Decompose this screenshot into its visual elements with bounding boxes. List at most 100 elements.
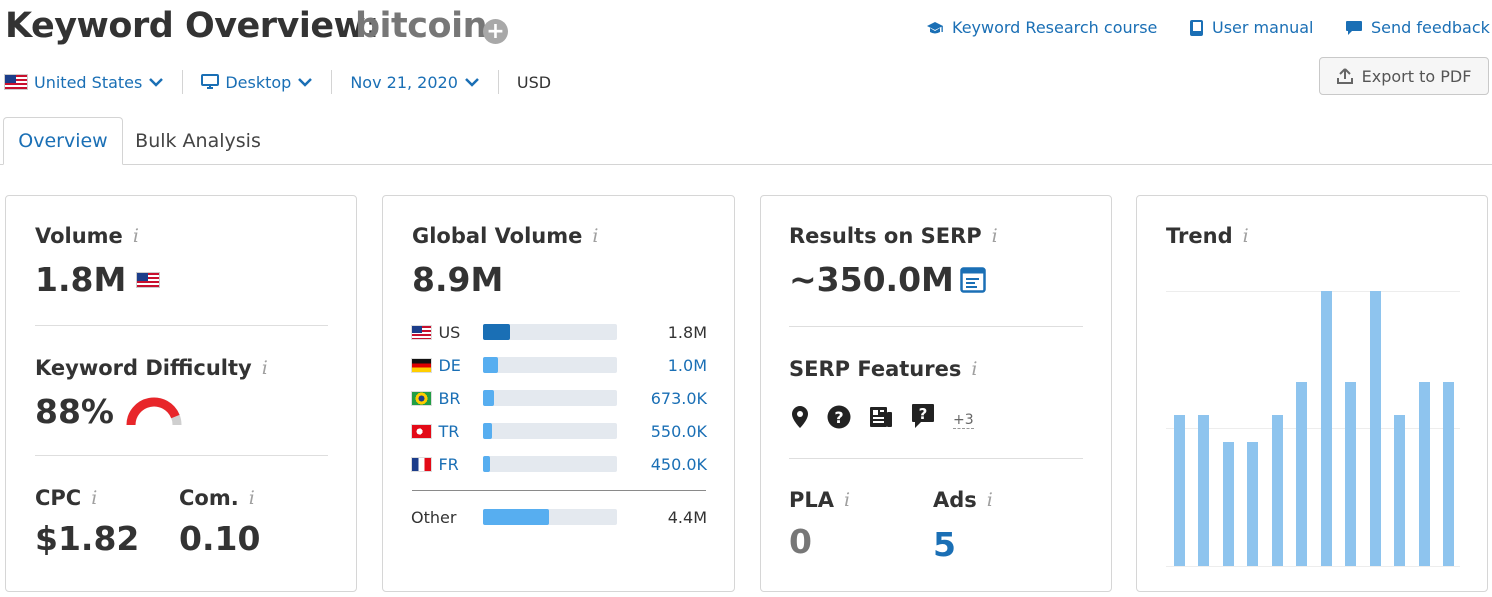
trend-bar[interactable] (1369, 291, 1381, 566)
global-title-row: Global Volume i (412, 224, 598, 248)
svg-text:?: ? (919, 405, 928, 423)
chevron-down-icon (465, 78, 479, 87)
send-feedback-link[interactable]: Send feedback (1345, 18, 1490, 37)
info-icon[interactable]: i (1242, 225, 1249, 247)
country-row[interactable]: TR 550.0K (411, 420, 707, 442)
volume-bar-fill (483, 324, 510, 340)
trend-bar[interactable] (1443, 381, 1455, 566)
us-flag-icon (411, 324, 433, 340)
other-volume: 4.4M (667, 507, 707, 527)
country-selector[interactable]: United States (4, 73, 164, 92)
serp-results-value: ~350.0M (789, 260, 954, 299)
filter-separator (331, 70, 333, 94)
trend-bar[interactable] (1296, 381, 1308, 566)
volume-value-row: 1.8M (35, 260, 161, 299)
info-icon[interactable]: i (986, 489, 993, 511)
country-code: US (438, 322, 461, 342)
svg-text:?: ? (834, 408, 843, 427)
plus-circle-icon[interactable]: + (483, 19, 508, 44)
info-icon[interactable]: i (592, 225, 599, 247)
volume-card: Volume i 1.8M Keyword Difficulty i 88% CPC… (5, 195, 357, 592)
trend-bar[interactable] (1320, 291, 1332, 566)
tab-bulk-analysis[interactable]: Bulk Analysis (135, 129, 261, 152)
chevron-down-icon (149, 78, 164, 87)
question-circle-icon[interactable]: ? (827, 405, 851, 429)
divider (412, 490, 706, 491)
book-icon (1190, 19, 1203, 36)
map-pin-icon[interactable] (791, 405, 809, 429)
country-row[interactable]: DE 1.0M (411, 354, 707, 376)
ads-title-row: Ads i (933, 488, 993, 512)
trend-bar[interactable] (1198, 414, 1210, 566)
ads-value[interactable]: 5 (933, 525, 956, 564)
keyword-research-course-link[interactable]: Keyword Research course (926, 18, 1157, 37)
volume-bar-fill (482, 509, 549, 525)
course-link-label: Keyword Research course (952, 18, 1158, 37)
info-icon[interactable]: i (971, 358, 978, 380)
news-icon[interactable] (869, 405, 893, 429)
country-label: United States (34, 72, 143, 92)
trend-title: Trend (1166, 224, 1233, 248)
country-code: FR (438, 454, 459, 474)
trend-gridline (1166, 291, 1460, 292)
trend-gridline (1166, 566, 1460, 567)
country-row[interactable]: BR 673.0K (411, 387, 707, 409)
trend-bar[interactable] (1271, 414, 1283, 566)
trend-bar[interactable] (1345, 381, 1357, 566)
trend-bar[interactable] (1247, 442, 1259, 566)
pla-title-row: PLA i (789, 488, 850, 512)
date-label: Nov 21, 2020 (350, 72, 458, 92)
volume-bar-fill (483, 423, 492, 439)
pla-value: 0 (789, 522, 812, 561)
info-icon[interactable]: i (991, 225, 998, 247)
currency-label: USD (516, 72, 552, 92)
volume-bar-fill (483, 456, 490, 472)
volume-bar-fill (483, 390, 494, 406)
trend-bar[interactable] (1394, 414, 1406, 566)
question-bubble-icon[interactable]: ? (911, 403, 935, 429)
trend-bar[interactable] (1418, 381, 1430, 566)
date-selector[interactable]: Nov 21, 2020 (350, 73, 480, 92)
trend-card: Trend i (1136, 195, 1488, 592)
user-manual-link[interactable]: User manual (1189, 18, 1313, 37)
serp-results-row: ~350.0M (789, 260, 986, 299)
trend-chart[interactable] (1166, 291, 1460, 566)
tab-overview[interactable]: Overview (3, 117, 123, 165)
info-icon[interactable]: i (132, 225, 139, 247)
com-title: Com. (179, 486, 239, 510)
volume-bar (483, 357, 618, 373)
trend-bar[interactable] (1222, 442, 1234, 566)
fr-flag-icon (411, 456, 433, 472)
cpc-value: $1.82 (35, 519, 140, 558)
export-pdf-button[interactable]: Export to PDF (1319, 57, 1489, 95)
cpc-title: CPC (35, 486, 82, 510)
more-features-link[interactable]: +3 (953, 412, 974, 429)
info-icon[interactable]: i (844, 489, 851, 511)
other-label: Other (411, 507, 457, 527)
global-volume-title: Global Volume (412, 224, 583, 248)
global-volume-card: Global Volume i 8.9M US 1.8M DE 1.0M BR 6… (382, 195, 735, 592)
country-code: BR (438, 388, 461, 408)
volume-bar (483, 456, 618, 472)
chevron-down-icon (298, 78, 313, 87)
trend-bar[interactable] (1173, 414, 1185, 566)
page-title: Keyword Overview: (5, 6, 379, 46)
country-volume: 673.0K (650, 388, 707, 408)
tr-flag-icon (411, 423, 433, 439)
pla-title: PLA (789, 488, 835, 512)
country-volume: 1.8M (667, 322, 707, 342)
filter-separator (497, 70, 499, 94)
tabs-divider (0, 164, 1492, 165)
country-volume: 550.0K (650, 421, 707, 441)
trend-gridline (1166, 428, 1460, 429)
info-icon[interactable]: i (91, 487, 98, 509)
country-row[interactable]: FR 450.0K (411, 453, 707, 475)
serp-snapshot-icon[interactable] (960, 266, 986, 293)
device-selector[interactable]: Desktop (201, 73, 313, 92)
info-icon[interactable]: i (248, 487, 255, 509)
kd-title: Keyword Difficulty (35, 356, 252, 380)
trend-title-row: Trend i (1166, 224, 1249, 248)
serp-results-title: Results on SERP (789, 224, 982, 248)
country-row[interactable]: US 1.8M (411, 321, 707, 343)
info-icon[interactable]: i (261, 357, 268, 379)
